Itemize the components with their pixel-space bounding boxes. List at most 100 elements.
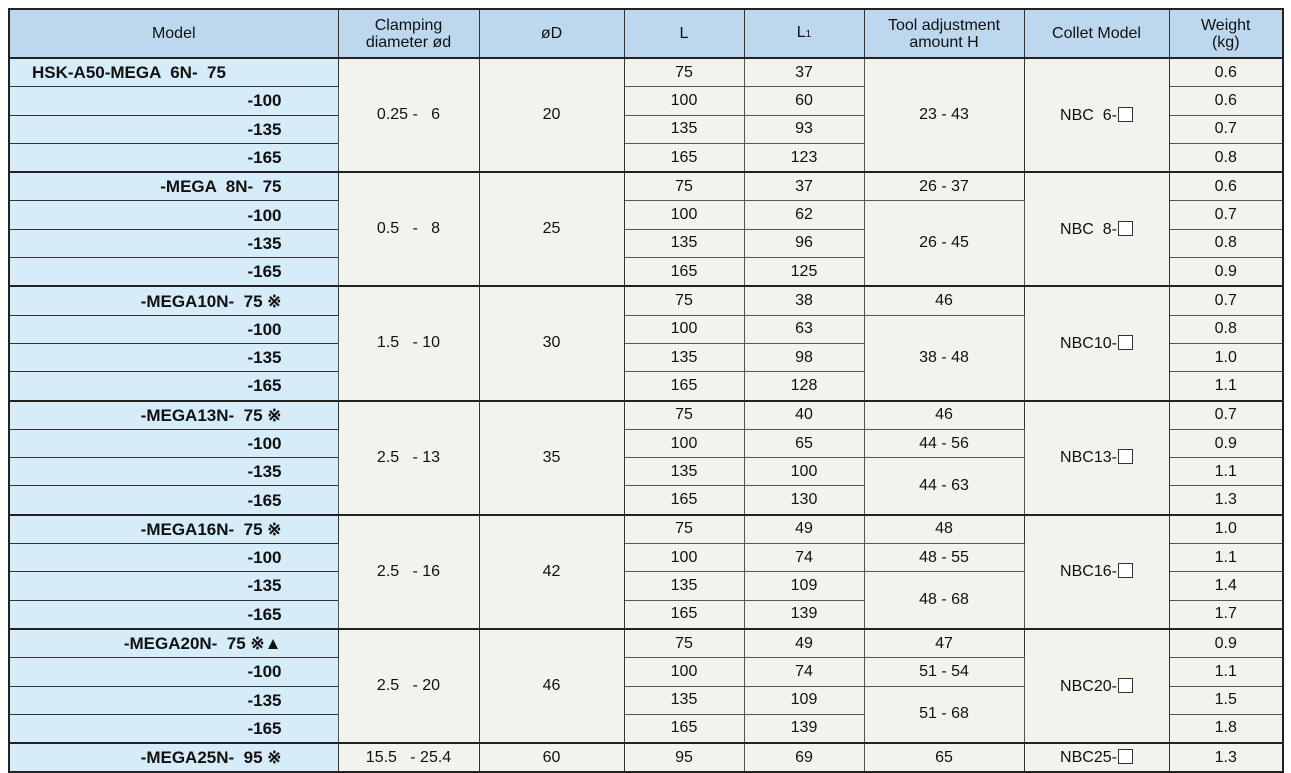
table-row: -100 100 60 0.6 <box>8 86 1284 116</box>
table-row: -135 135 93 0.7 <box>8 114 1284 144</box>
weight-cell: 0.8 <box>1168 228 1284 259</box>
tool-adjustment-cell: 65 <box>863 742 1025 773</box>
header-weight: Weight (kg) <box>1168 8 1284 59</box>
spec-table: Model Clamping diameter ød øD L L1 Tool a… <box>8 8 1284 773</box>
length-cell: 100 <box>623 543 745 573</box>
collet-model-cell: NBC10- <box>1023 285 1170 402</box>
outer-diameter-cell: 35 <box>478 399 625 516</box>
model-cell: -100 <box>8 200 339 230</box>
length-cell: 165 <box>623 257 745 287</box>
tool-adjustment-cell: 48 - 55 <box>863 543 1025 573</box>
weight-cell: 1.5 <box>1168 685 1284 715</box>
length1-cell: 37 <box>743 57 865 88</box>
length-cell: 135 <box>623 571 745 601</box>
table-header: Model Clamping diameter ød øD L L1 Tool a… <box>8 8 1284 59</box>
header-l: L <box>623 8 745 59</box>
weight-cell: 0.6 <box>1168 171 1284 202</box>
model-cell: -135 <box>8 685 339 715</box>
table-row: -165 165 125 0.9 <box>8 257 1284 287</box>
collet-model-text: NBC10- <box>1060 334 1117 352</box>
collet-model-cell: NBC25- <box>1023 742 1170 773</box>
weight-cell: 1.1 <box>1168 657 1284 687</box>
outer-diameter-cell: 60 <box>478 742 625 773</box>
length1-cell: 96 <box>743 228 865 259</box>
outer-diameter-cell: 42 <box>478 513 625 630</box>
weight-cell: 0.6 <box>1168 86 1284 116</box>
table-row: -100 100 62 26 - 45 0.7 <box>8 200 1284 287</box>
weight-cell: 0.9 <box>1168 257 1284 287</box>
length-cell: 135 <box>623 342 745 373</box>
model-cell: -165 <box>8 485 339 516</box>
header-l1-text: L <box>796 24 806 41</box>
length-cell: 100 <box>623 86 745 116</box>
tool-adjustment-cell: 23 - 43 <box>863 56 1025 173</box>
length1-cell: 139 <box>743 599 865 630</box>
model-cell: -MEGA25N- 95 ※ <box>8 742 339 773</box>
weight-cell: 0.9 <box>1168 627 1284 659</box>
length1-cell: 98 <box>743 342 865 373</box>
table-row: -MEGA10N- 75 ※ 1.5 - 10 30 75 38 46 NBC10- 0.7 <box>8 285 1284 402</box>
length1-cell: 49 <box>743 627 865 659</box>
weight-cell: 0.8 <box>1168 314 1284 344</box>
weight-cell: 0.8 <box>1168 142 1284 173</box>
outer-diameter-cell: 30 <box>478 285 625 402</box>
model-cell: -100 <box>8 86 339 116</box>
length1-cell: 40 <box>743 399 865 430</box>
length-cell: 135 <box>623 457 745 487</box>
header-h-line1: Tool adjustment <box>887 16 1001 34</box>
table-row: -165 165 128 1.1 <box>8 371 1284 402</box>
tool-adjustment-cell: 51 - 54 <box>863 657 1025 687</box>
header-collet: Collet Model <box>1023 8 1170 59</box>
table-row: -MEGA16N- 75 ※ 2.5 - 16 42 75 49 48 NBC16- 1.0 <box>8 513 1284 630</box>
length-cell: 165 <box>623 599 745 630</box>
header-weight-line1: Weight <box>1200 16 1251 34</box>
length1-cell: 109 <box>743 685 865 715</box>
model-cell: -100 <box>8 428 339 459</box>
collet-model-text: NBC20- <box>1060 677 1117 695</box>
clamping-diameter-cell: 0.5 - 8 <box>337 171 480 287</box>
length1-cell: 109 <box>743 571 865 601</box>
blank-box-icon <box>1117 220 1133 236</box>
blank-box-icon <box>1117 449 1133 465</box>
length-cell: 75 <box>623 57 745 88</box>
length-cell: 95 <box>623 742 745 773</box>
tool-adjustment-cell: 44 - 63 <box>863 457 1025 516</box>
table-row: -165 165 130 1.3 <box>8 485 1284 516</box>
table-row: -165 165 139 1.8 <box>8 713 1284 744</box>
length-cell: 100 <box>623 428 745 459</box>
tool-adjustment-cell: 48 <box>863 513 1025 545</box>
table-row: HSK-A50-MEGA 6N- 75 0.25 - 6 20 75 37 23 - 43… <box>8 56 1284 173</box>
tool-adjustment-cell: 46 <box>863 285 1025 316</box>
model-cell: -MEGA16N- 75 ※ <box>8 513 339 545</box>
table-row: -135 135 98 1.0 <box>8 342 1284 373</box>
weight-cell: 1.1 <box>1168 543 1284 573</box>
header-h: Tool adjustment amount H <box>863 8 1025 59</box>
weight-cell: 1.1 <box>1168 457 1284 487</box>
model-cell: -165 <box>8 257 339 287</box>
length-cell: 100 <box>623 200 745 230</box>
model-cell: -100 <box>8 543 339 573</box>
clamping-diameter-cell: 2.5 - 16 <box>337 513 480 630</box>
length1-cell: 37 <box>743 171 865 202</box>
length-cell: 75 <box>623 285 745 316</box>
length-cell: 75 <box>623 171 745 202</box>
table-row: -135 135 96 0.8 <box>8 228 1284 259</box>
collet-model-text: NBC13- <box>1060 449 1117 467</box>
header-model: Model <box>8 8 339 59</box>
length1-cell: 128 <box>743 371 865 402</box>
header-l1: L1 <box>743 8 865 59</box>
length-cell: 135 <box>623 228 745 259</box>
tool-adjustment-cell: 47 <box>863 627 1025 659</box>
length-cell: 165 <box>623 142 745 173</box>
length1-cell: 100 <box>743 457 865 487</box>
length-cell: 75 <box>623 513 745 545</box>
length1-cell: 63 <box>743 314 865 344</box>
weight-cell: 0.6 <box>1168 57 1284 88</box>
length-cell: 165 <box>623 485 745 516</box>
length1-cell: 93 <box>743 114 865 144</box>
collet-model-text: NBC 6- <box>1060 106 1117 124</box>
length1-cell: 74 <box>743 543 865 573</box>
length1-cell: 60 <box>743 86 865 116</box>
collet-model-cell: NBC16- <box>1023 513 1170 630</box>
model-cell: -MEGA10N- 75 ※ <box>8 285 339 316</box>
